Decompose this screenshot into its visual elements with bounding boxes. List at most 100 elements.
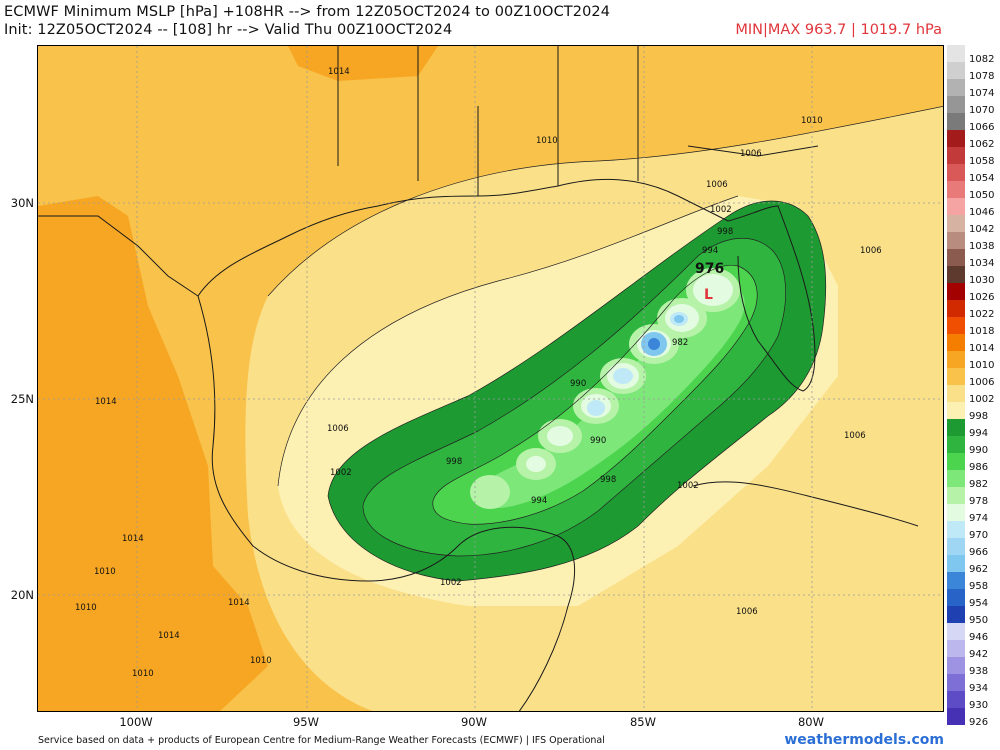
colorbar-label: 962 [969, 564, 989, 575]
lat-tick-20n: 20N [10, 588, 34, 602]
contour-966-center [648, 338, 660, 350]
colorbar-swatch [947, 572, 965, 589]
colorbar-label: 1042 [969, 224, 995, 235]
colorbar-swatch [947, 504, 965, 521]
colorbar-label: 994 [969, 428, 989, 439]
data-source-credit: Service based on data + products of Euro… [38, 735, 605, 746]
colorbar-label: 1030 [969, 275, 995, 286]
colorbar-swatch [947, 385, 965, 402]
colorbar-label: 998 [969, 411, 989, 422]
colorbar-label: 986 [969, 462, 989, 473]
contour-label: 1002 [710, 205, 732, 215]
colorbar-label: 1006 [969, 377, 995, 388]
colorbar-label: 1010 [969, 360, 995, 371]
colorbar [947, 45, 965, 725]
contour-974-cells [587, 312, 688, 416]
colorbar-swatch [947, 79, 965, 96]
colorbar-label: 958 [969, 581, 989, 592]
colorbar-label: 1082 [969, 54, 995, 65]
colorbar-swatch [947, 419, 965, 436]
lat-tick-30n: 30N [10, 196, 34, 210]
colorbar-label: 946 [969, 632, 989, 643]
region-1014-west [38, 196, 268, 711]
colorbar-swatch [947, 368, 965, 385]
contour-label: 1010 [801, 116, 823, 126]
colorbar-swatch [947, 708, 965, 725]
colorbar-label: 970 [969, 530, 989, 541]
contour-label: 1010 [132, 669, 154, 679]
colorbar-label: 978 [969, 496, 989, 507]
colorbar-swatch [947, 606, 965, 623]
low-pressure-marker: L [704, 287, 713, 303]
colorbar-label: 934 [969, 683, 989, 694]
contour-label: 1006 [860, 246, 882, 256]
colorbar-label: 1002 [969, 394, 995, 405]
florida-peninsula [727, 205, 816, 392]
colorbar-swatch [947, 589, 965, 606]
lon-tick-95w: 95W [292, 715, 319, 729]
colorbar-label: 950 [969, 615, 989, 626]
contour-label: 1002 [330, 468, 352, 478]
colorbar-label: 1074 [969, 88, 995, 99]
mexico-coast [197, 295, 459, 582]
colorbar-swatch [947, 351, 965, 368]
colorbar-swatch [947, 130, 965, 147]
contour-label: 990 [590, 436, 606, 446]
colorbar-swatch [947, 62, 965, 79]
region-1014-north [288, 46, 438, 81]
us-mexico-border [38, 215, 199, 297]
colorbar-label: 938 [969, 666, 989, 677]
contour-label: 994 [702, 246, 718, 256]
colorbar-label: 1078 [969, 71, 995, 82]
contour-label: 998 [717, 227, 733, 237]
colorbar-swatch [947, 249, 965, 266]
colorbar-swatch [947, 198, 965, 215]
colorbar-label: 1022 [969, 309, 995, 320]
colorbar-label: 1054 [969, 173, 995, 184]
colorbar-label: 1026 [969, 292, 995, 303]
colorbar-label: 1038 [969, 241, 995, 252]
colorbar-swatch [947, 300, 965, 317]
colorbar-label: 942 [969, 649, 989, 660]
contour-label: 1006 [844, 431, 866, 441]
min-max-readout: MIN|MAX 963.7 | 1019.7 hPa [735, 22, 942, 38]
colorbar-swatch [947, 521, 965, 538]
contour-label: 1010 [536, 136, 558, 146]
colorbar-label: 926 [969, 717, 989, 728]
contour-label: 982 [672, 338, 688, 348]
colorbar-swatch [947, 334, 965, 351]
colorbar-swatch [947, 181, 965, 198]
contour-label: 990 [570, 379, 586, 389]
colorbar-swatch [947, 215, 965, 232]
colorbar-label: 1046 [969, 207, 995, 218]
contour-label: 1014 [328, 67, 350, 77]
contour-label: 1006 [706, 180, 728, 190]
storm-pressure-label: 976 [695, 261, 724, 277]
colorbar-swatch [947, 555, 965, 572]
contour-label: 1002 [677, 481, 699, 491]
colorbar-swatch [947, 283, 965, 300]
colorbar-label: 966 [969, 547, 989, 558]
contour-label: 1006 [327, 424, 349, 434]
contour-label: 998 [446, 457, 462, 467]
lon-tick-100w: 100W [119, 715, 153, 729]
colorbar-swatch [947, 164, 965, 181]
colorbar-swatch [947, 657, 965, 674]
contour-label: 1014 [158, 631, 180, 641]
lon-tick-85w: 85W [629, 715, 656, 729]
colorbar-swatch [947, 232, 965, 249]
colorbar-labels: 1082 1078 1074 1070 1066 1062 1058 1054 1050 1046… [967, 45, 1000, 728]
cuba [692, 481, 919, 527]
colorbar-swatch [947, 147, 965, 164]
colorbar-label: 1034 [969, 258, 995, 269]
colorbar-label: 930 [969, 700, 989, 711]
state-borders [337, 46, 819, 196]
colorbar-swatch [947, 402, 965, 419]
brand-link[interactable]: weathermodels.com [784, 732, 944, 748]
colorbar-swatch [947, 640, 965, 657]
colorbar-swatch [947, 266, 965, 283]
colorbar-swatch [947, 317, 965, 334]
colorbar-swatch [947, 623, 965, 640]
colorbar-swatch [947, 487, 965, 504]
colorbar-label: 1050 [969, 190, 995, 201]
